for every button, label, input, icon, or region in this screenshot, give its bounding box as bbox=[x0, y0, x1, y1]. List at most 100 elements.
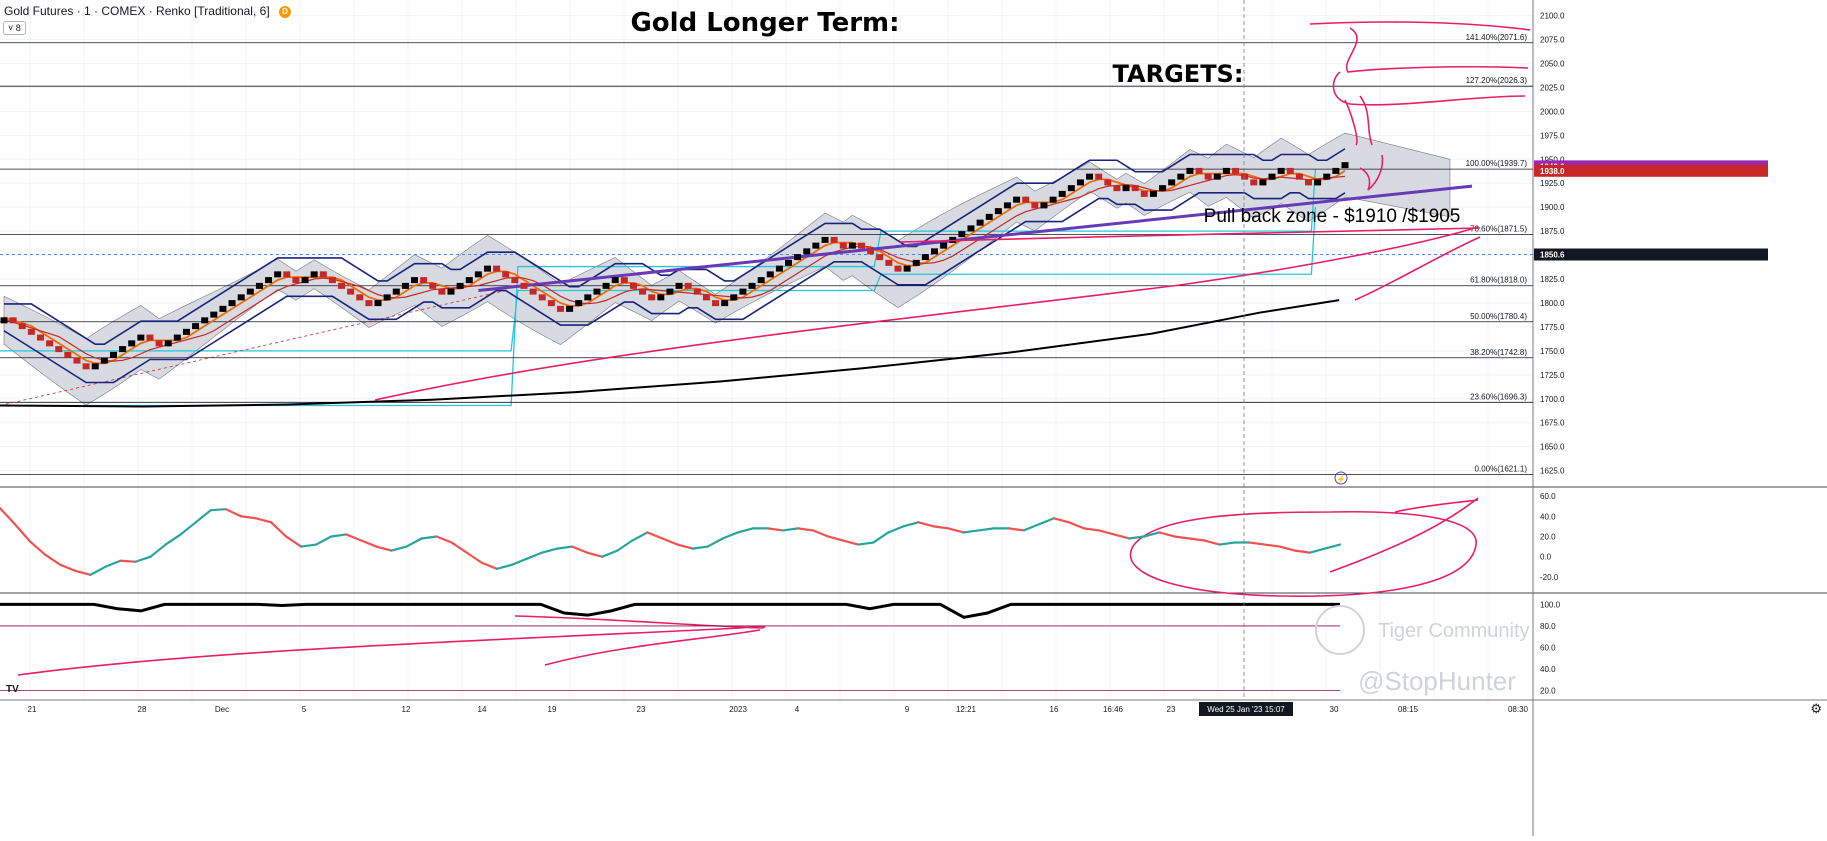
renko-brick bbox=[1140, 190, 1148, 197]
oscillator-segment bbox=[74, 569, 92, 576]
renko-brick bbox=[593, 288, 601, 295]
renko-brick bbox=[164, 340, 172, 347]
renko-brick bbox=[310, 271, 318, 278]
renko-brick bbox=[940, 242, 948, 249]
oscillator-segment bbox=[0, 507, 17, 526]
oscillator-segment bbox=[736, 527, 754, 534]
renko-brick bbox=[1232, 167, 1240, 174]
oscillator-segment bbox=[480, 561, 498, 570]
renko-brick bbox=[602, 282, 610, 289]
oscillator-segment bbox=[947, 527, 965, 534]
oscillator-segment bbox=[962, 529, 980, 534]
renko-brick bbox=[921, 254, 929, 261]
renko-brick bbox=[155, 340, 163, 347]
oscillator-segment bbox=[1067, 521, 1086, 530]
time-axis-label: 12 bbox=[402, 705, 411, 714]
renko-brick bbox=[192, 323, 200, 330]
renko-brick bbox=[502, 271, 510, 278]
renko-brick bbox=[639, 288, 647, 295]
indicator-collapse-button[interactable]: ˅ 8 bbox=[3, 21, 26, 35]
renko-brick bbox=[1204, 173, 1212, 180]
price-label-text: 1850.6 bbox=[1540, 251, 1565, 260]
lower-indicator-line bbox=[0, 602, 1340, 619]
oscillator-segment bbox=[691, 545, 709, 550]
oscillator-segment bbox=[119, 559, 137, 563]
fib-level-label: 127.20%(2026.3) bbox=[1466, 76, 1528, 85]
renko-brick bbox=[146, 334, 154, 341]
renko-brick bbox=[1241, 173, 1249, 180]
oscillator-axis-label: 60.0 bbox=[1540, 492, 1556, 501]
renko-brick bbox=[1177, 173, 1185, 180]
oscillator-axis-label: 20.0 bbox=[1540, 532, 1556, 541]
oscillator-segment bbox=[902, 521, 920, 528]
pullback-zone-annotation: Pull back zone - $1910 /$1905 bbox=[1204, 206, 1461, 227]
oscillator-segment bbox=[89, 565, 107, 576]
tiger-logo-icon bbox=[1315, 605, 1365, 655]
purple-trendline bbox=[478, 184, 1473, 293]
oscillator-segment bbox=[826, 535, 845, 542]
oscillator-axis-label: -20.0 bbox=[1540, 573, 1559, 582]
renko-brick bbox=[301, 277, 309, 284]
renko-brick bbox=[265, 277, 273, 284]
oscillator-segment bbox=[766, 527, 785, 532]
renko-brick bbox=[128, 340, 136, 347]
renko-brick bbox=[255, 282, 263, 289]
lower-axis-label: 100.0 bbox=[1540, 600, 1561, 609]
renko-brick bbox=[100, 357, 108, 364]
renko-brick bbox=[976, 219, 984, 226]
oscillator-segment bbox=[872, 531, 890, 544]
oscillator-segment bbox=[375, 545, 393, 552]
oscillator-segment bbox=[887, 525, 905, 534]
renko-brick bbox=[1332, 167, 1340, 174]
oscillator-segment bbox=[1278, 545, 1296, 552]
renko-brick bbox=[82, 363, 90, 370]
oscillator-segment bbox=[721, 531, 739, 540]
oscillator-segment bbox=[1308, 547, 1327, 554]
renko-brick bbox=[27, 328, 35, 335]
price-label-box bbox=[1534, 164, 1768, 177]
renko-brick bbox=[438, 288, 446, 295]
oscillator-segment bbox=[269, 521, 288, 538]
fib-level-label: 61.80%(1818.0) bbox=[1470, 276, 1527, 285]
cloud-band bbox=[3, 132, 1451, 406]
price-axis-label: 1800.0 bbox=[1540, 299, 1565, 308]
renko-brick bbox=[447, 288, 455, 295]
tradingview-logo-icon: TV bbox=[6, 684, 19, 695]
renko-brick bbox=[474, 271, 482, 278]
price-axis-label: 2050.0 bbox=[1540, 59, 1565, 68]
price-label-text: 1938.0 bbox=[1540, 167, 1565, 176]
renko-brick bbox=[876, 254, 884, 261]
renko-brick bbox=[1040, 202, 1048, 209]
oscillator-segment bbox=[676, 543, 694, 550]
renko-brick bbox=[9, 317, 17, 324]
oscillator-segment bbox=[555, 545, 574, 550]
renko-brick bbox=[894, 265, 902, 272]
renko-brick bbox=[1195, 167, 1203, 174]
oscillator-segment bbox=[224, 508, 242, 518]
settings-gear-icon: ⚙ bbox=[1810, 701, 1822, 716]
renko-brick bbox=[1086, 173, 1094, 180]
oscillator-segment bbox=[1188, 537, 1206, 542]
hand-drawn-annotation bbox=[1354, 236, 1481, 301]
renko-brick bbox=[64, 351, 72, 358]
renko-brick bbox=[1076, 179, 1084, 186]
renko-brick bbox=[885, 259, 893, 266]
renko-brick bbox=[994, 208, 1002, 215]
oscillator-segment bbox=[932, 525, 950, 530]
time-axis-label: 28 bbox=[138, 705, 147, 714]
time-axis-label: 08:15 bbox=[1398, 705, 1419, 714]
renko-brick bbox=[1013, 196, 1021, 203]
renko-brick bbox=[575, 300, 583, 307]
renko-brick bbox=[1095, 173, 1103, 180]
lightning-glyph: ⚡ bbox=[1336, 474, 1346, 484]
oscillator-axis-label: 0.0 bbox=[1540, 553, 1552, 562]
price-axis-label: 1700.0 bbox=[1540, 395, 1565, 404]
targets-annotation: TARGETS: bbox=[1113, 60, 1244, 88]
renko-brick bbox=[1159, 185, 1167, 192]
oscillator-segment bbox=[1218, 541, 1236, 546]
symbol-header[interactable]: Gold Futures · 1 · COMEX · Renko [Tradit… bbox=[4, 4, 291, 18]
oscillator-segment bbox=[616, 539, 634, 552]
moving-average-slow bbox=[3, 174, 1346, 362]
